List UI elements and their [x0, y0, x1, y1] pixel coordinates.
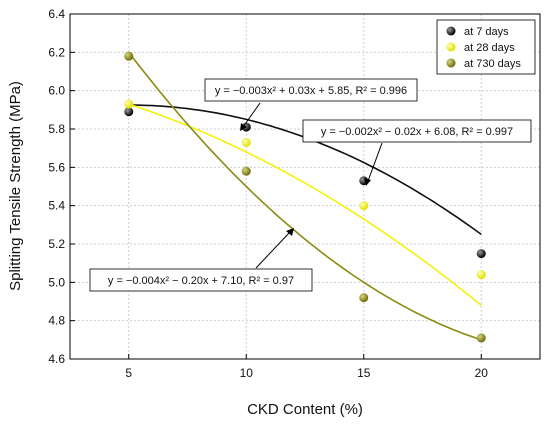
data-point-730-days: [476, 333, 486, 343]
y-tick-label: 6.2: [48, 45, 65, 59]
y-axis-title: Splitting Tensile Strength (MPa): [7, 81, 24, 291]
equation-7-days-box: [204, 78, 418, 102]
data-point-7-days: [476, 249, 486, 259]
data-point-28-days: [359, 201, 369, 211]
y-tick-label: 4.8: [48, 314, 65, 328]
equation-28-days-group: y = −0.002x² − 0.02x + 6.08, R² = 0.997: [302, 119, 532, 186]
legend-item-7-days: at 7 days: [446, 26, 509, 38]
x-tick-label: 15: [357, 366, 371, 380]
x-tick-label: 10: [240, 366, 254, 380]
x-tick-label: 5: [125, 366, 132, 380]
equation-28-days-arrowhead: [364, 178, 371, 186]
legend-item-730-days: at 730 days: [446, 58, 521, 70]
x-axis-title: CKD Content (%): [247, 401, 363, 418]
y-tick-label: 4.6: [48, 352, 65, 366]
data-point-28-days: [476, 270, 486, 280]
equation-730-days-box: [89, 268, 313, 292]
legend-label-7-days: at 7 days: [464, 26, 509, 38]
y-tick-label: 5.0: [48, 275, 65, 289]
equation-7-days-group: y = −0.003x² + 0.03x + 5.85, R² = 0.996: [204, 78, 418, 131]
equation-730-days: y = −0.004x² − 0.20x + 7.10, R² = 0.97: [108, 275, 294, 287]
legend: at 7 days at 28 days at 730 days: [436, 19, 536, 75]
data-points: [124, 51, 486, 343]
legend-marker-7-days: [446, 26, 456, 36]
equation-730-days-arrow: [255, 231, 291, 269]
equation-28-days: y = −0.002x² − 0.02x + 6.08, R² = 0.997: [321, 126, 513, 138]
legend-label-28-days: at 28 days: [464, 42, 515, 54]
y-tick-label: 6.4: [48, 7, 65, 21]
plot-frame: [69, 13, 541, 360]
equation-7-days-arrow: [242, 102, 261, 128]
legend-marker-730-days: [446, 58, 456, 68]
equation-7-days: y = −0.003x² + 0.03x + 5.85, R² = 0.996: [215, 85, 407, 97]
equation-7-days-arrowhead: [240, 123, 247, 131]
axis-ticks: 4.6 4.8 5.0 5.2 5.4 5.6 5.8 6.0 6.2 6.4 5 10 15 20: [48, 7, 488, 380]
data-point-28-days: [241, 137, 251, 147]
data-point-730-days: [124, 51, 134, 61]
equation-28-days-arrow: [367, 142, 383, 182]
y-tick-label: 5.6: [48, 160, 65, 174]
data-point-730-days: [241, 166, 251, 176]
y-tick-label: 5.2: [48, 237, 65, 251]
data-point-28-days: [124, 99, 134, 109]
equation-28-days-box: [302, 119, 532, 143]
legend-label-730-days: at 730 days: [464, 58, 521, 70]
legend-marker-28-days: [446, 42, 456, 52]
equation-730-days-arrowhead: [286, 228, 294, 236]
y-tick-label: 5.4: [48, 199, 65, 213]
equation-annotations: y = −0.003x² + 0.03x + 5.85, R² = 0.996 …: [89, 78, 532, 292]
fit-curve-730-days: [128, 51, 482, 341]
y-tick-label: 6.0: [48, 84, 65, 98]
data-point-7-days: [124, 107, 134, 117]
legend-item-28-days: at 28 days: [446, 42, 515, 54]
data-point-730-days: [359, 293, 369, 303]
y-tick-label: 5.8: [48, 122, 65, 136]
equation-730-days-group: y = −0.004x² − 0.20x + 7.10, R² = 0.97: [89, 228, 313, 292]
x-tick-label: 20: [475, 366, 489, 380]
fit-curve-28-days: [128, 103, 482, 306]
